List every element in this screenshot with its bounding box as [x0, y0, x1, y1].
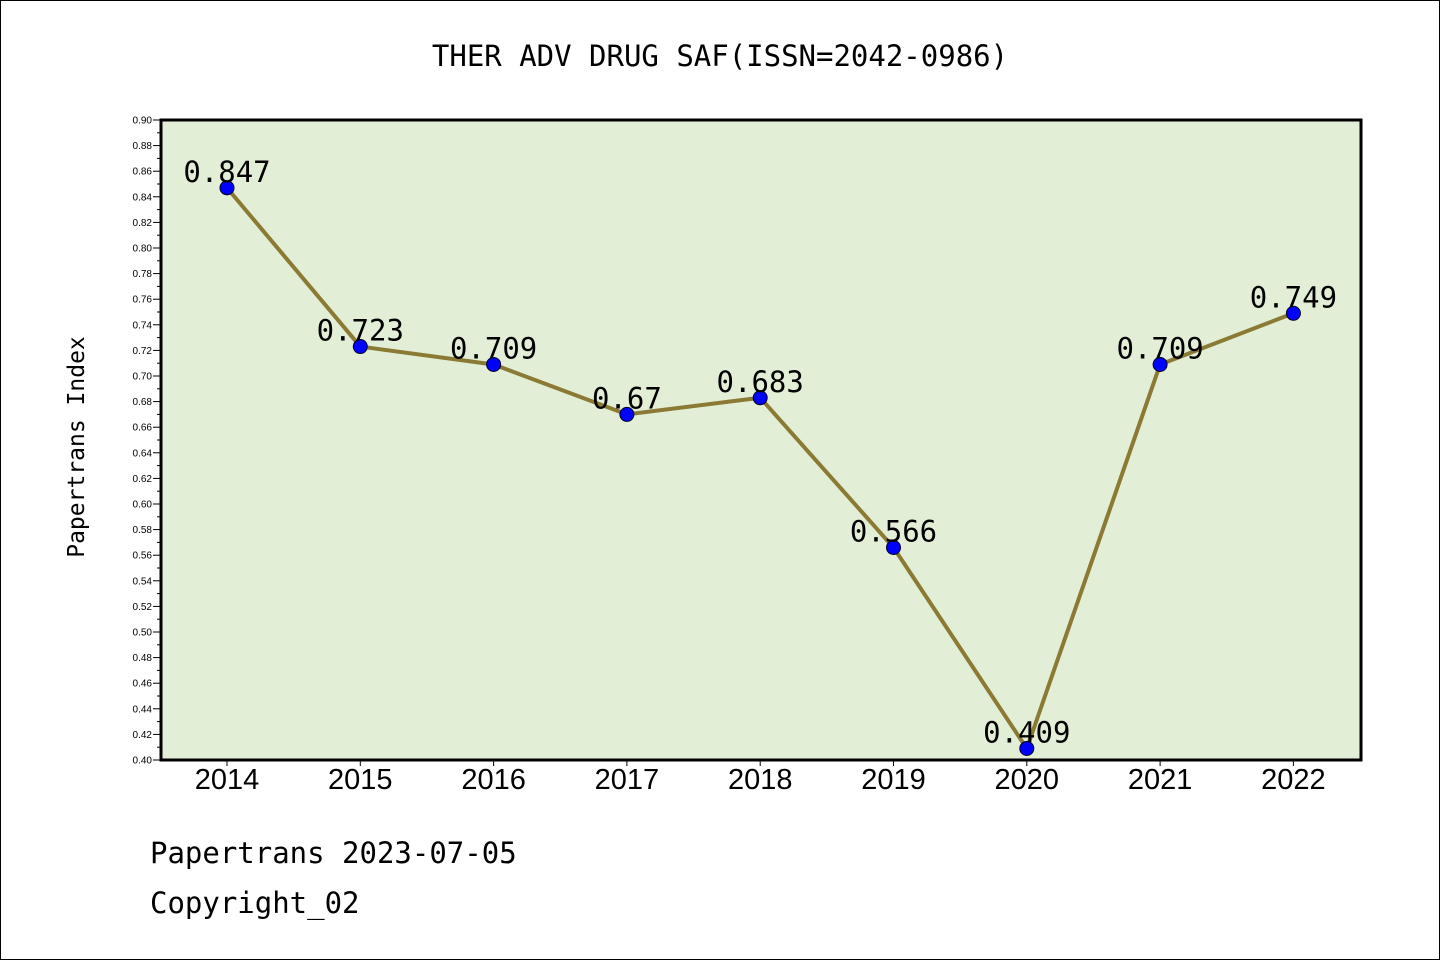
- x-tick-label: 2014: [195, 764, 260, 796]
- y-tick-label: 0.52: [133, 602, 153, 613]
- y-tick-label: 0.40: [133, 756, 153, 767]
- y-tick-label: 0.90: [133, 116, 153, 127]
- y-tick-label: 0.48: [133, 653, 153, 664]
- data-point: [1285, 305, 1301, 321]
- x-axis: 2014 2015 2016 2017 2018 2019 2020 2021 2022: [195, 760, 1326, 796]
- y-tick-label: 0.68: [133, 397, 153, 408]
- data-label: 0.749: [1250, 280, 1337, 314]
- x-tick-label: 2015: [328, 764, 393, 796]
- y-tick-label: 0.44: [133, 704, 153, 715]
- data-label: 0.566: [850, 515, 937, 549]
- y-tick-label: 0.64: [133, 448, 153, 459]
- y-tick-label: 0.82: [133, 218, 153, 229]
- y-axis-title: Papertrans Index: [64, 336, 90, 558]
- y-tick-label: 0.76: [133, 295, 153, 306]
- y-tick-label: 0.84: [133, 192, 153, 203]
- data-point: [752, 390, 768, 406]
- y-tick-label: 0.78: [133, 269, 153, 280]
- data-point: [352, 339, 368, 355]
- y-tick-label: 0.80: [133, 244, 153, 255]
- y-tick-label: 0.66: [133, 423, 153, 434]
- data-point: [486, 356, 502, 372]
- x-tick-label: 2021: [1128, 764, 1193, 796]
- y-tick-label: 0.86: [133, 167, 153, 178]
- y-tick-label: 0.54: [133, 576, 153, 587]
- data-point: [1019, 740, 1035, 756]
- y-tick-label: 0.72: [133, 346, 153, 357]
- y-tick-label: 0.74: [133, 320, 153, 331]
- data-point: [619, 406, 635, 422]
- y-tick-label: 0.62: [133, 474, 153, 485]
- data-point: [219, 180, 235, 196]
- plot-border: [159, 118, 1363, 762]
- y-tick-label: 0.60: [133, 500, 153, 511]
- data-label: 0.683: [717, 365, 804, 399]
- data-label: 0.409: [983, 715, 1070, 749]
- chart-title: THER ADV DRUG SAF(ISSN=2042-0986): [432, 39, 1008, 73]
- y-axis: 0.40 0.42 0.44 0.46 0.48 0.50 0.52 0.54 0.56 0.58…: [133, 116, 161, 767]
- x-tick-label: 2017: [595, 764, 660, 796]
- y-tick-label: 0.50: [133, 628, 153, 639]
- y-tick-label: 0.42: [133, 730, 153, 741]
- x-tick-label: 2020: [995, 764, 1060, 796]
- plot-area: [161, 120, 1361, 760]
- y-tick-label: 0.88: [133, 141, 153, 152]
- data-label: 0.723: [317, 314, 404, 348]
- data-point: [886, 540, 901, 556]
- y-tick-label: 0.56: [133, 551, 153, 562]
- x-tick-label: 2022: [1261, 764, 1326, 796]
- data-label: 0.709: [1116, 331, 1203, 365]
- data-label: 0.67: [592, 381, 662, 415]
- series-group: 0.847 0.723 0.709 0.67 0.683 0.566 0.409 0.709 0…: [183, 155, 1337, 756]
- footer-date: Papertrans 2023-07-05: [150, 836, 517, 870]
- x-tick-label: 2018: [728, 764, 793, 796]
- data-label: 0.847: [183, 155, 270, 189]
- data-label: 0.709: [450, 331, 537, 365]
- y-tick-label: 0.70: [133, 372, 153, 383]
- y-tick-label: 0.46: [133, 679, 153, 690]
- y-tick-label: 0.58: [133, 525, 153, 536]
- x-tick-label: 2016: [461, 764, 526, 796]
- x-tick-label: 2019: [861, 764, 926, 796]
- footer-copyright: Copyright_02: [150, 886, 360, 920]
- data-point: [1152, 356, 1168, 372]
